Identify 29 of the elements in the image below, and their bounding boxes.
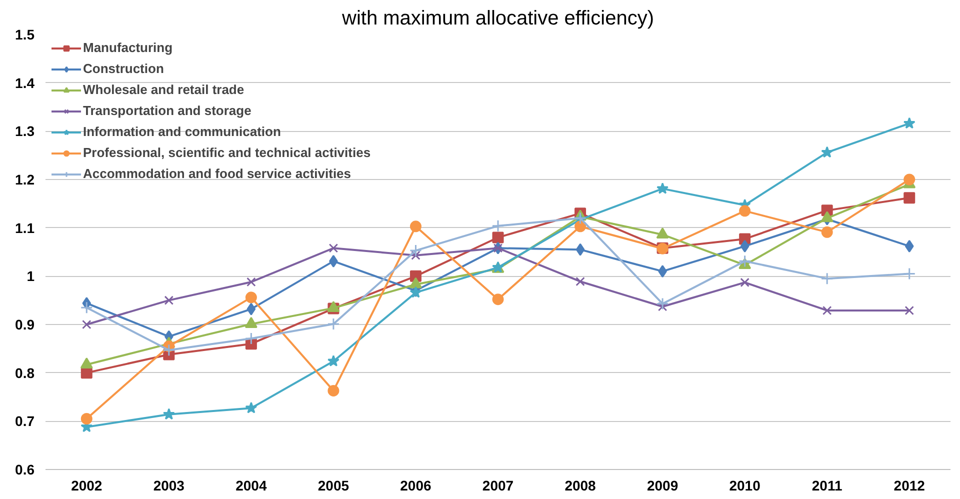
y-tick-label: 0.8 — [15, 364, 35, 381]
x-tick-label: 2004 — [236, 478, 267, 494]
legend-label: Information and communication — [83, 124, 281, 139]
y-tick-label: 0.7 — [15, 413, 35, 430]
x-tick-label: 2002 — [71, 478, 102, 494]
y-tick-label: 0.6 — [15, 462, 35, 478]
y-tick-label: 1.1 — [15, 220, 35, 236]
x-tick-label: 2005 — [318, 478, 350, 494]
legend-label: Manufacturing — [83, 40, 173, 55]
y-tick-label: 1.4 — [15, 74, 35, 91]
x-tick-label: 2008 — [564, 478, 596, 494]
y-tick-label: 0.9 — [15, 316, 35, 332]
x-tick-label: 2011 — [812, 478, 842, 494]
x-tick-label: 2006 — [400, 478, 432, 494]
legend-label: Construction — [83, 61, 164, 76]
legend-label: Transportation and storage — [83, 103, 252, 118]
legend-label: Wholesale and retail trade — [83, 82, 244, 97]
legend-label: Professional, scientific and technical activities — [83, 145, 371, 160]
x-tick-label: 2010 — [729, 478, 761, 494]
y-tick-label: 1.5 — [15, 26, 35, 42]
y-tick-label: 1.2 — [15, 172, 35, 188]
legend-label: Accommodation and food service activities — [83, 166, 352, 181]
y-tick-label: 1.3 — [15, 123, 35, 140]
y-tick-label: 1 — [26, 268, 35, 284]
x-tick-label: 2007 — [482, 478, 514, 494]
x-tick-label: 2003 — [153, 478, 185, 494]
x-tick-label: 2012 — [894, 478, 926, 494]
x-tick-label: 2009 — [646, 478, 678, 494]
chart-title: with maximum allocative efficiency) — [341, 8, 654, 30]
